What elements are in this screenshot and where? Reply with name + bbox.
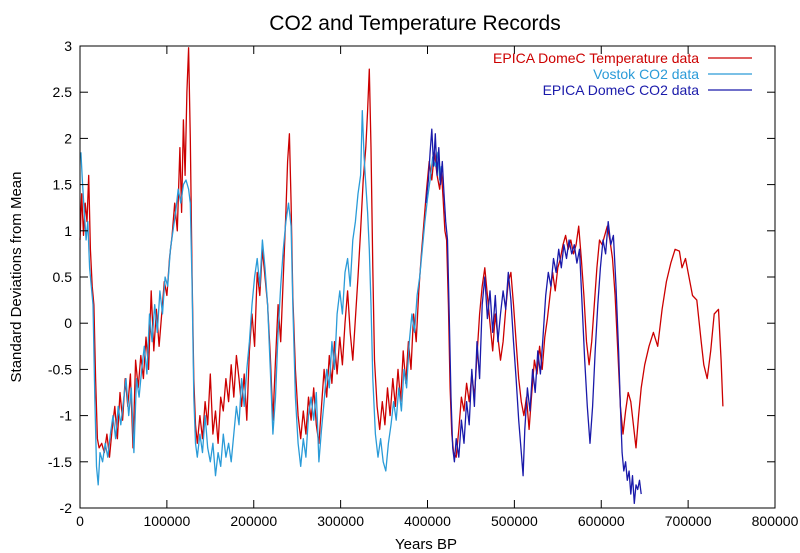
y-tick-label: 2.5: [53, 84, 73, 100]
y-axis-label: Standard Deviations from Mean: [8, 172, 25, 383]
x-tick-label: 200000: [230, 513, 277, 529]
y-tick-label: 0.5: [53, 269, 73, 285]
x-tick-label: 500000: [491, 513, 538, 529]
plot-area: [79, 47, 724, 505]
chart-title: CO2 and Temperature Records: [269, 12, 560, 35]
plot-frame: [79, 45, 776, 509]
x-tick-label: 600000: [578, 513, 625, 529]
axis-ticks: 0 100000 200000 300000 400000 500000 600000 700…: [48, 38, 799, 529]
y-tick-label: 1: [64, 223, 72, 239]
x-tick-label: 400000: [404, 513, 451, 529]
x-tick-label: 700000: [665, 513, 712, 529]
series-line-2: [425, 128, 642, 505]
y-tick-label: -0.5: [48, 361, 72, 377]
y-tick-label: 1.5: [53, 177, 73, 193]
x-tick-label: 100000: [144, 513, 191, 529]
series-line-1: [80, 110, 443, 486]
y-tick-label: -1: [60, 408, 73, 424]
x-axis-label: Years BP: [395, 536, 457, 553]
x-tick-label: 300000: [317, 513, 364, 529]
legend-label-0: EPICA DomeC Temperature data: [493, 50, 699, 66]
y-tick-label: 2: [64, 130, 72, 146]
y-tick-label: 3: [64, 38, 72, 54]
y-tick-label: 0: [64, 315, 72, 331]
x-tick-label: 0: [76, 513, 84, 529]
x-tick-label: 800000: [752, 513, 799, 529]
legend-label-2: EPICA DomeC CO2 data: [543, 82, 700, 98]
series-line-0: [79, 47, 724, 458]
y-tick-label: -2: [60, 500, 73, 516]
y-tick-label: -1.5: [48, 454, 72, 470]
legend-label-1: Vostok CO2 data: [593, 66, 699, 82]
